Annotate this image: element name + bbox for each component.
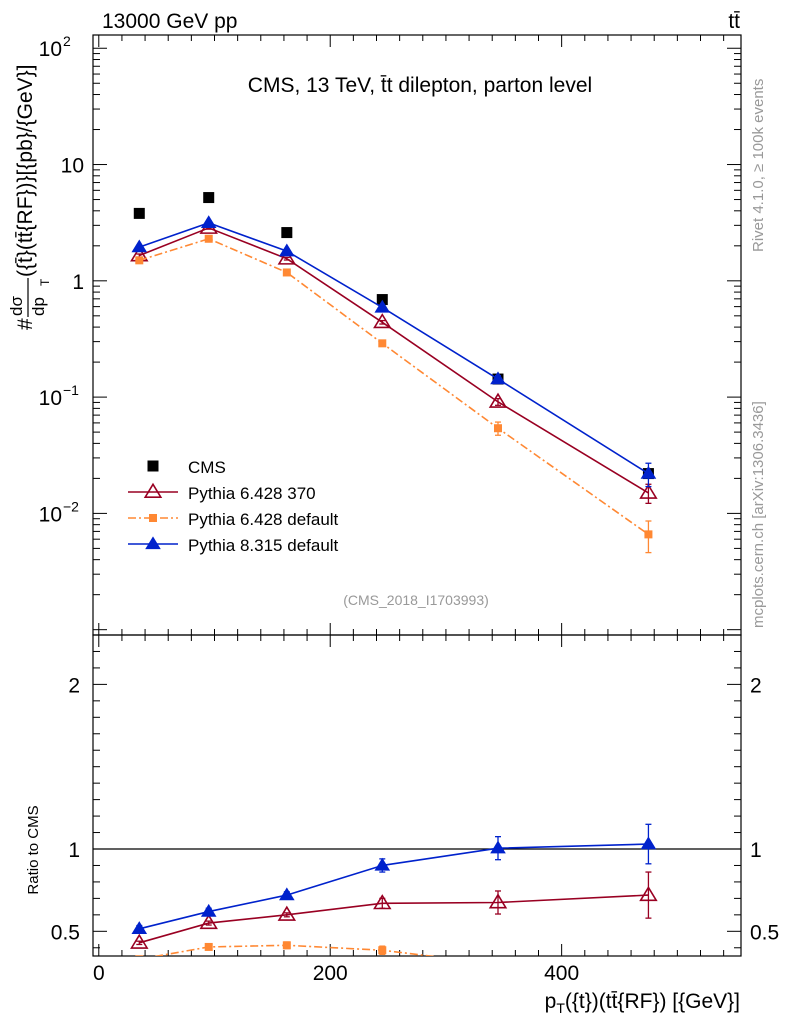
ratio-point-2 <box>279 887 295 901</box>
ratio-point-1 <box>282 941 291 950</box>
y-label-frac-den: dp <box>29 297 48 316</box>
series-line-0 <box>138 227 649 494</box>
ratio-point-1 <box>135 955 144 956</box>
y-tick-label: 1 <box>72 271 84 294</box>
ratio-point-0 <box>199 913 218 930</box>
ratio-point-2 <box>200 903 217 917</box>
legend-label: Pythia 6.428 default <box>188 510 339 529</box>
ratio-point-0 <box>130 933 149 949</box>
cms-data-point <box>133 207 145 219</box>
series-point-0 <box>488 392 508 408</box>
series-point-0 <box>639 483 658 499</box>
x-tick-label: 200 <box>313 962 348 985</box>
legend-marker <box>143 482 163 498</box>
ratio-y-axis-label: Ratio to CMS <box>25 805 42 894</box>
x-label-rest: ({t})(tt̄{RF}) [{GeV}] <box>565 990 740 1013</box>
ratio-line-1 <box>153 944 437 956</box>
ratio-line-0 <box>139 894 649 944</box>
ratio-point-1 <box>204 942 213 951</box>
ratio-line-2 <box>139 843 649 930</box>
mcplots-label: mcplots.cern.ch [arXiv:1306.3436] <box>750 401 767 628</box>
legend-label: Pythia 8.315 default <box>188 536 339 555</box>
x-tick-label: 400 <box>544 962 579 985</box>
legend-label: CMS <box>188 458 226 477</box>
x-label-main: p <box>545 990 557 1013</box>
legend-marker <box>147 460 159 472</box>
series-point-2 <box>131 239 148 253</box>
y-tick-label-exp: 2 <box>63 33 71 49</box>
x-tick-label: 0 <box>93 962 105 985</box>
ratio-point-2 <box>640 836 657 850</box>
ratio-point-1 <box>644 968 652 976</box>
y-tick-label-exp: −1 <box>63 382 79 398</box>
series-point-2 <box>490 371 506 385</box>
y-tick-label-exp: −2 <box>63 498 79 514</box>
y-label-rest: ({t̄}(tt̄{RF})}[{pb}/{GeV}] <box>14 65 37 277</box>
series-point-1 <box>644 530 653 539</box>
series-point-0 <box>373 313 392 329</box>
series-point-2 <box>279 243 295 257</box>
x-axis-label: pT({t})(tt̄{RF}) [{GeV}] <box>545 990 740 1016</box>
ratio-point-0 <box>373 894 392 910</box>
legend-marker <box>149 514 157 522</box>
ratio-point-1 <box>378 946 387 955</box>
chart-title: CMS, 13 TeV, t̄t dilepton, parton level <box>248 74 592 97</box>
y-tick-label: 10 <box>39 503 62 526</box>
legend-marker <box>145 536 161 550</box>
cms-data-point <box>203 192 215 204</box>
ratio-point-0 <box>488 893 508 909</box>
main-series-layer <box>130 192 658 554</box>
x-label-sub: T <box>556 1000 565 1016</box>
y-label-frac-num: dσ <box>7 296 26 316</box>
series-point-1 <box>282 268 291 277</box>
ratio-y-tick-label: 0.5 <box>51 921 80 944</box>
main-y-axis-label: # dσ dp T ({t̄}(tt̄{RF})}[{pb}/{GeV}] <box>7 65 52 330</box>
series-line-1 <box>139 237 649 536</box>
y-tick-label: 10 <box>61 155 84 178</box>
y-label-frac-den-sub: T <box>38 278 52 286</box>
ratio-point-2 <box>131 921 148 935</box>
cms-data-point <box>281 227 293 239</box>
ratio-y-tick-label: 2 <box>68 674 80 697</box>
analysis-label: (CMS_2018_I1703993) <box>343 592 489 608</box>
y-tick-label: 10 <box>39 387 62 410</box>
ratio-axis-ticks: 0 200 400 0.5 0.5 1 1 2 2 <box>51 635 779 985</box>
series-point-1 <box>135 256 144 265</box>
ratio-point-2 <box>490 840 506 854</box>
header-process-label: tt̄ <box>728 10 740 33</box>
ratio-y-tick-label-right: 0.5 <box>750 921 779 944</box>
ratio-y-tick-label: 1 <box>68 839 80 862</box>
y-tick-label: 10 <box>39 38 62 61</box>
ratio-point-2 <box>374 857 391 871</box>
series-point-1 <box>204 234 213 243</box>
series-point-2 <box>200 215 217 229</box>
series-point-1 <box>378 339 387 348</box>
series-point-2 <box>640 465 657 479</box>
series-point-2 <box>374 299 391 313</box>
legend: CMS Pythia 6.428 370 Pythia 6.428 default P… <box>128 458 339 555</box>
series-line-2 <box>139 222 649 475</box>
ratio-point-0 <box>277 905 297 921</box>
ratio-point-0 <box>639 885 658 902</box>
series-point-0 <box>277 249 297 265</box>
ratio-plot-frame <box>92 634 742 957</box>
legend-label: Pythia 6.428 370 <box>188 484 316 503</box>
header-energy-label: 13000 GeV pp <box>102 10 237 33</box>
series-point-1 <box>494 424 502 433</box>
rivet-version-label: Rivet 4.1.0, ≥ 100k events <box>750 79 767 252</box>
ratio-y-tick-label-right: 1 <box>750 839 762 862</box>
cms-data-point <box>376 294 388 306</box>
ratio-series-layer <box>130 823 658 976</box>
ratio-point-1 <box>494 960 502 968</box>
ratio-y-tick-label-right: 2 <box>750 674 762 697</box>
y-label-hash: # <box>14 318 37 330</box>
